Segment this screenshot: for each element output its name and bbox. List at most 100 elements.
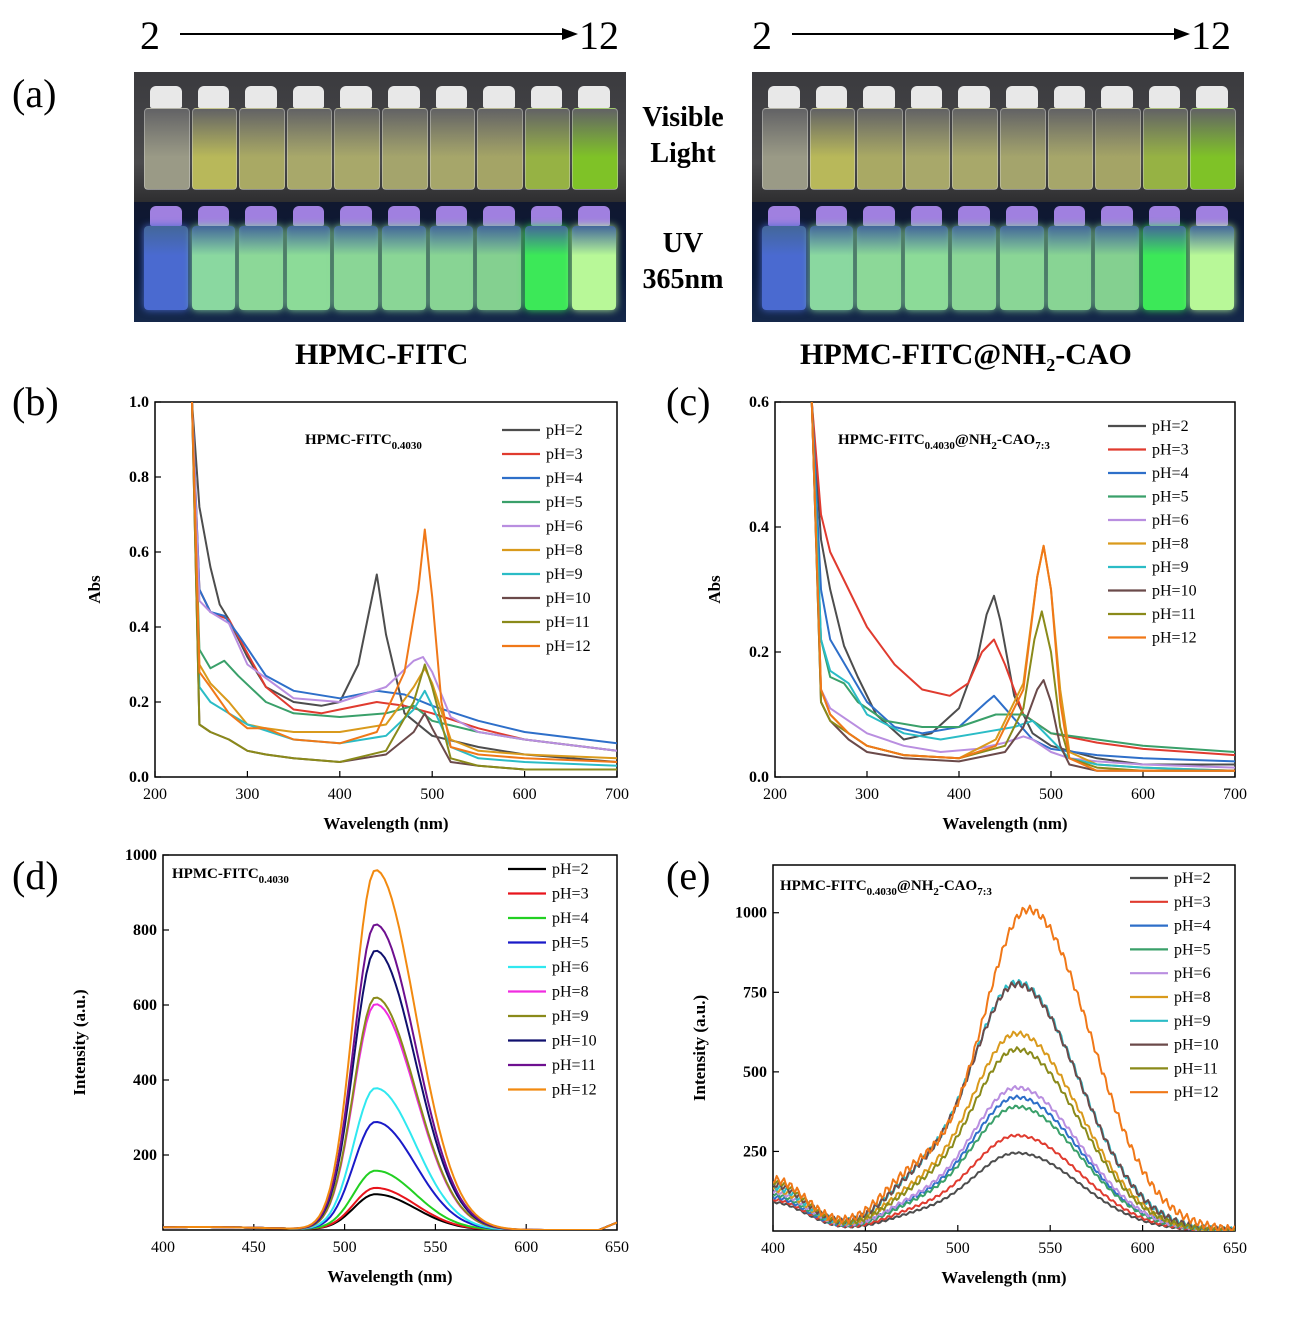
legend-entry: pH=5: [552, 935, 589, 952]
vial-visible: [952, 108, 998, 190]
ph-start-left: 2: [140, 13, 160, 58]
y-axis-label: Abs: [85, 575, 104, 604]
vial-visible: [809, 108, 856, 190]
series-line-pH=4: [810, 402, 1235, 763]
x-tick-label: 600: [513, 786, 537, 803]
panel-label-a: (a): [12, 71, 57, 116]
x-tick-label: 600: [514, 1239, 538, 1256]
vial-uv: [286, 226, 331, 310]
vial-visible: [572, 108, 618, 190]
chart-annotation: HPMC-FITC0.4030: [305, 432, 422, 452]
series-line-pH=5: [810, 402, 1235, 753]
chart-annotation: HPMC-FITC0.4030@NH2-CAO7:3: [838, 432, 1050, 452]
legend-entry: pH=9: [552, 1008, 589, 1025]
series-line-pH=5: [163, 1121, 617, 1230]
vial-cap: [1148, 86, 1181, 108]
y-tick-label: 600: [133, 997, 157, 1014]
y-tick-label: 1000: [125, 847, 157, 864]
vial-visible: [1000, 108, 1046, 190]
legend-entry: pH=8: [1174, 989, 1211, 1006]
vial-uv: [1142, 226, 1187, 310]
vial-visible: [239, 108, 285, 190]
legend-entry: pH=6: [1174, 965, 1211, 982]
vial-cap-uv: [768, 206, 800, 226]
vial-cap-uv: [578, 206, 610, 226]
chart-d: 400 450 500 550 600 650 200 400 600 800 1000 Wavele…: [70, 847, 629, 1286]
legend-entry: pH=3: [552, 886, 589, 903]
x-tick-label: 700: [1223, 786, 1247, 803]
vial-cap: [530, 86, 563, 108]
vial-visible: [286, 108, 333, 190]
panel-label-d: (d): [12, 853, 59, 898]
x-tick-label: 550: [1038, 1240, 1062, 1257]
vial-cap: [863, 86, 895, 108]
vial-cap-uv: [910, 206, 943, 226]
vial-cap: [768, 86, 800, 108]
series-line-pH=11: [773, 1046, 1235, 1231]
vial-visible: [1190, 108, 1236, 190]
x-tick-label: 200: [763, 786, 787, 803]
y-tick-label: 250: [743, 1143, 767, 1160]
vial-visible: [144, 108, 190, 190]
x-tick-label: 300: [855, 786, 879, 803]
x-tick-label: 650: [1223, 1240, 1247, 1257]
vial-cap: [1053, 86, 1086, 108]
x-tick-label: 200: [143, 786, 167, 803]
chart-b: 200 300 400 500 600 700 0.0 0.2 0.4 0.6 0.8 1.0 Wave…: [85, 394, 629, 833]
y-axis-label: Intensity (a.u.): [690, 995, 709, 1101]
y-tick-label: 400: [133, 1072, 157, 1089]
vial-uv: [762, 226, 806, 310]
x-tick-label: 450: [242, 1239, 266, 1256]
vial-visible: [1095, 108, 1141, 190]
vial-cap-uv: [197, 206, 230, 226]
vial-cap-uv: [1196, 206, 1228, 226]
x-tick-label: 500: [420, 786, 444, 803]
vial-uv: [144, 226, 188, 310]
legend-entry: pH=10: [1174, 1037, 1219, 1054]
vial-uv: [572, 226, 616, 310]
series-line-pH=10: [773, 980, 1235, 1231]
y-tick-label: 0.0: [749, 769, 769, 786]
vial-cap: [483, 86, 515, 108]
legend-entry: pH=3: [1174, 894, 1211, 911]
series-line-pH=9: [810, 402, 1235, 772]
series-line-pH=10: [810, 402, 1235, 772]
legend-entry: pH=8: [546, 542, 583, 559]
legend-entry: pH=9: [546, 566, 583, 583]
series-line-pH=12: [191, 402, 617, 763]
vial-cap-uv: [245, 206, 277, 226]
legend-entry: pH=4: [1152, 465, 1189, 482]
legend-entry: pH=9: [1174, 1013, 1211, 1030]
vial-cap-uv: [1148, 206, 1181, 226]
panel-label-e: (e): [666, 853, 711, 898]
series-group: [163, 869, 617, 1230]
legend-entry: pH=12: [1152, 630, 1197, 647]
legend-entry: pH=5: [546, 494, 583, 511]
vial-uv: [477, 226, 521, 310]
x-tick-label: 500: [946, 1240, 970, 1257]
vial-cap: [910, 86, 943, 108]
x-tick-label: 400: [947, 786, 971, 803]
y-tick-label: 0.6: [749, 394, 769, 411]
photo-title-left: HPMC-FITC: [295, 338, 469, 371]
legend-entry: pH=2: [552, 861, 589, 878]
vial-uv: [429, 226, 474, 310]
legend-entry: pH=11: [552, 1057, 596, 1074]
legend-entry: pH=3: [546, 446, 583, 463]
series-line-pH=11: [191, 402, 617, 771]
legend-entry: pH=6: [1152, 512, 1189, 529]
x-tick-label: 700: [605, 786, 629, 803]
y-tick-label: 750: [743, 984, 767, 1001]
x-tick-label: 650: [605, 1239, 629, 1256]
y-axis-label: Intensity (a.u.): [70, 989, 89, 1095]
legend-entry: pH=4: [552, 910, 589, 927]
legend-entry: pH=2: [1152, 418, 1189, 435]
photo-title-right: HPMC-FITC@NH2-CAO: [800, 338, 1132, 375]
y-axis-label: Abs: [705, 575, 724, 604]
series-line-pH=4: [163, 1169, 617, 1230]
vial-cap-uv: [1101, 206, 1133, 226]
legend-entry: pH=9: [1152, 559, 1189, 576]
vial-uv: [952, 226, 996, 310]
legend-entry: pH=11: [1152, 606, 1196, 623]
ph-arrow-left: [180, 28, 578, 40]
